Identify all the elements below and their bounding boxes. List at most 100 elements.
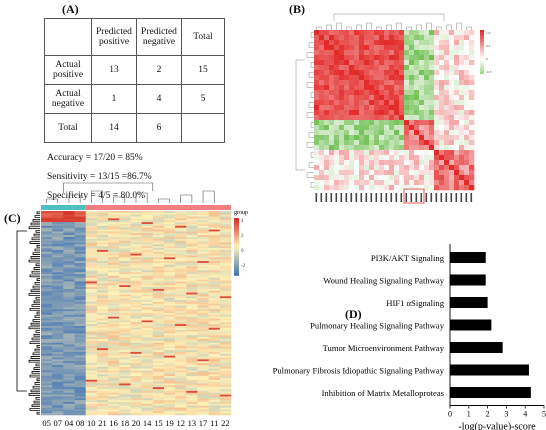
heatmap-cell (96, 240, 109, 243)
dendrogram-branch (346, 26, 352, 30)
heatmap-cell (329, 100, 335, 106)
dendrogram-top (316, 13, 472, 30)
heatmap-cell (163, 246, 176, 249)
heatmap-cell (96, 329, 109, 332)
heatmap-cell (119, 383, 131, 386)
heatmap-cell (186, 249, 198, 253)
heatmap-cell (454, 75, 460, 81)
heatmap-cell (364, 65, 370, 71)
heatmap-cell (119, 290, 131, 293)
heatmap-cell (152, 303, 165, 306)
dendrogram-branch (158, 198, 170, 203)
heatmap-cell (63, 389, 75, 392)
heatmap-cell (108, 413, 120, 416)
heatmap-cell (152, 316, 165, 319)
heatmap-cell (63, 253, 75, 256)
heatmap-cell (152, 327, 165, 330)
heatmap-cell (208, 377, 221, 381)
heatmap-cell (130, 385, 142, 388)
heatmap-cell (74, 214, 87, 217)
heatmap-cell (349, 130, 355, 136)
heatmap-cell (63, 301, 75, 305)
heatmap-cell (152, 218, 165, 221)
heatmap-cell (41, 240, 53, 243)
heatmap-cell (444, 150, 450, 156)
heatmap-cell (41, 285, 53, 288)
heatmap-cell (379, 110, 385, 116)
heatmap-cell (163, 283, 176, 286)
heatmap-cell (374, 140, 380, 146)
heatmap-cell (63, 313, 75, 316)
heatmap-cell (208, 246, 221, 249)
heatmap-cell (319, 40, 325, 46)
heatmap-cell (439, 50, 445, 56)
legend-swatch (480, 36, 484, 39)
heatmap-cell (186, 402, 198, 405)
heatmap-cell (108, 405, 120, 408)
heatmap-cell (319, 170, 325, 176)
heatmap-cell (186, 311, 198, 314)
heatmap-cell (339, 85, 345, 91)
heatmap-cell (163, 240, 176, 243)
heatmap-cell (74, 387, 87, 390)
bars (450, 252, 531, 398)
heatmap-cell (334, 105, 340, 111)
heatmap-cell (219, 368, 232, 371)
heatmap-cell (108, 411, 120, 414)
heatmap-cell (344, 30, 350, 36)
heatmap-cell (369, 75, 375, 81)
heatmap-cell (419, 165, 425, 171)
heatmap-cell (96, 211, 109, 214)
heatmap-cell (439, 75, 445, 81)
heatmap-cell (141, 261, 154, 264)
heatmap-cell (409, 170, 415, 176)
heatmap-cell (334, 85, 340, 91)
heatmap-cell (63, 346, 75, 349)
heatmap-cell (409, 70, 415, 76)
heatmap-cell (63, 390, 75, 394)
heatmap-cell (219, 266, 232, 269)
heatmap-cell (186, 348, 198, 351)
heatmap-cell (85, 262, 98, 266)
heatmap-cell (130, 368, 142, 371)
heatmap-cell (163, 366, 176, 369)
heatmap-cell (85, 246, 98, 249)
heatmap-cell (85, 311, 98, 314)
heatmap-cell (63, 257, 75, 260)
heatmap-cell (141, 294, 154, 297)
specificity-text: Specificity = 4/5 = 80.0% (47, 191, 146, 201)
heatmap-cell (152, 359, 165, 362)
heatmap-cell (141, 301, 154, 305)
heatmap-cell (374, 40, 380, 46)
legend-swatch (480, 56, 484, 59)
heatmap-cell (152, 235, 165, 238)
heatmap-cell (119, 346, 131, 349)
heatmap-cell (41, 353, 53, 356)
heatmap-cell (108, 364, 120, 368)
heatmap-cell (354, 170, 360, 176)
sample-label: 08 (76, 418, 85, 428)
heatmap-cell (74, 390, 87, 394)
heatmap-cell (384, 55, 390, 61)
heatmap-cell (374, 50, 380, 56)
heatmap-cell (409, 95, 415, 101)
heatmap-cell (454, 140, 460, 146)
heatmap-cell (464, 110, 470, 116)
heatmap-cell (374, 80, 380, 86)
heatmap-cell (459, 145, 465, 151)
heatmap-cell (379, 105, 385, 111)
heatmap-cell (119, 264, 131, 267)
heatmap-cell (85, 327, 98, 330)
heatmap-cell (152, 264, 165, 267)
heatmap-cell (108, 403, 120, 407)
heatmap-cell (319, 155, 325, 161)
heatmap-cell (141, 262, 154, 266)
heatmap-cell (119, 275, 131, 279)
heatmap-cell (359, 145, 365, 151)
heatmap-cell (197, 372, 209, 375)
heatmap-cell (314, 170, 320, 176)
heatmap-cell (389, 95, 395, 101)
heatmap-cell (409, 100, 415, 106)
heatmap-cell (439, 80, 445, 86)
heatmap-cell (119, 389, 131, 392)
